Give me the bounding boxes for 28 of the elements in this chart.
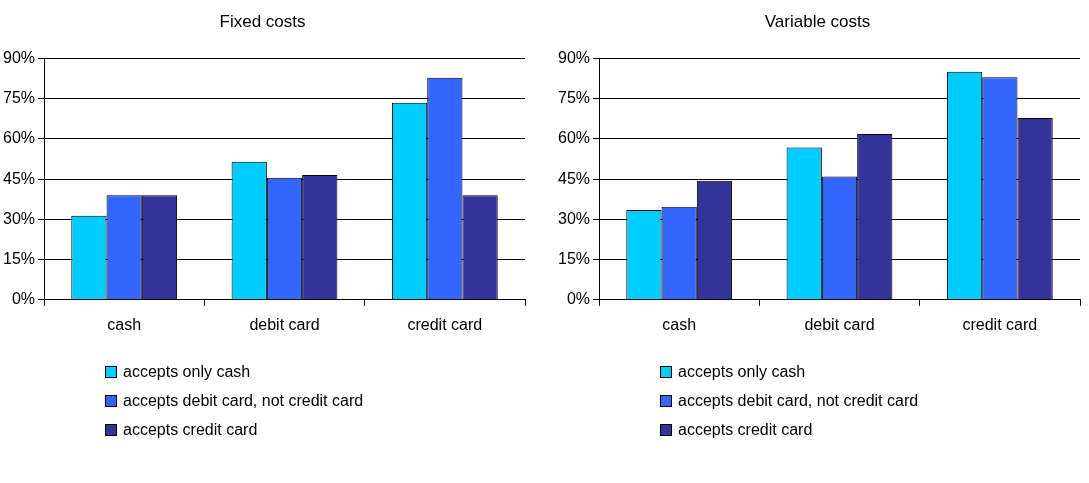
y-tick-label: 75% [2,89,36,107]
chart-title: Variable costs [764,11,871,31]
y-tick-label: 90% [2,48,36,66]
y-tick-label: 0% [566,290,591,308]
y-tick-label: 45% [2,169,36,187]
legend-label: accepts only cash [678,362,806,381]
x-tick-label: credit card [407,315,483,333]
y-tick-label: 0% [11,290,36,308]
legend-label: accepts debit card, not credit card [123,391,364,410]
y-tick-label: 15% [557,249,591,267]
y-tick-label: 30% [557,209,591,227]
y-tick-label: 90% [557,48,591,66]
y-tick-label: 60% [2,129,36,147]
legend-label: accepts debit card, not credit card [678,391,919,410]
y-tick-label: 60% [557,129,591,147]
x-tick-label: credit card [962,315,1038,333]
y-tick-label: 30% [2,209,36,227]
x-tick-label: debit card [249,315,320,333]
x-tick-label: debit card [804,315,875,333]
legend-label: accepts credit card [123,420,258,439]
legend-label: accepts only cash [123,362,251,381]
legend-label: accepts credit card [678,420,813,439]
y-tick-label: 15% [2,249,36,267]
chart-title: Fixed costs [219,11,306,31]
y-tick-label: 45% [557,169,591,187]
y-tick-label: 75% [557,89,591,107]
x-tick-label: cash [107,315,142,333]
x-tick-label: cash [662,315,697,333]
